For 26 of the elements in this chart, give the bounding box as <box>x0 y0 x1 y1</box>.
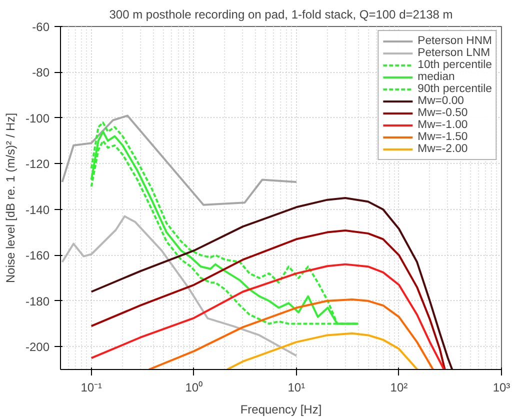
legend-label: Mw=0.00 <box>418 95 464 107</box>
x-tick-label: 10⁻¹ <box>80 380 102 394</box>
legend-label: Peterson LNM <box>418 47 490 59</box>
y-tick-label: -180 <box>25 294 50 308</box>
y-tick-label: -120 <box>25 157 50 172</box>
legend-label: Mw=-0.50 <box>418 107 468 119</box>
y-axis-title: Noise level [dB re. 1 (m/s)² / Hz] <box>3 112 18 284</box>
y-tick-label: -200 <box>25 340 50 354</box>
legend-label: Peterson HNM <box>418 35 492 47</box>
x-tick-label: 10³ <box>492 380 510 394</box>
y-tick-label: -140 <box>25 202 50 217</box>
x-tick-label: 10² <box>390 380 408 394</box>
legend-label: Mw=-1.00 <box>418 119 468 131</box>
x-tick-label: 10¹ <box>288 380 306 394</box>
x-tick-label: 10⁰ <box>185 380 203 394</box>
chart-title: 300 m posthole recording on pad, 1-fold stack, Q=100 d=2138 m <box>109 8 453 22</box>
y-tick-label: -80 <box>32 66 50 80</box>
legend-label: 10th percentile <box>418 59 492 71</box>
y-tick-label: -100 <box>25 111 50 126</box>
y-tick-label: -160 <box>25 248 50 263</box>
y-tick-label: -60 <box>32 20 50 34</box>
legend-label: Mw=-2.00 <box>418 143 468 155</box>
legend-label: median <box>418 71 455 83</box>
x-axis-title: Frequency [Hz] <box>240 402 322 416</box>
legend-label: 90th percentile <box>418 83 492 95</box>
legend-label: Mw=-1.50 <box>418 131 468 143</box>
